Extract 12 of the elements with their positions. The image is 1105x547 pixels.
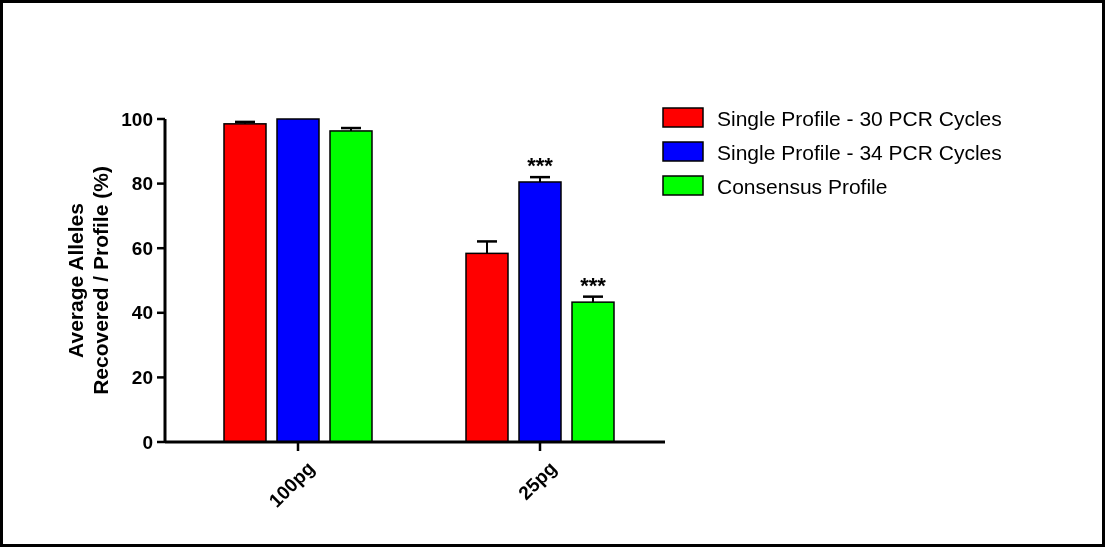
- annotation: ***: [527, 153, 554, 179]
- y-tick-label: 60: [131, 237, 153, 259]
- y-tick-label: 100: [121, 108, 153, 130]
- y-tick-label: 0: [142, 431, 153, 453]
- y-tick-label: 40: [131, 302, 153, 324]
- legend-label: Consensus Profile: [717, 174, 888, 198]
- y-axis-title: Average Alleles Recovered / Profile (%): [64, 166, 112, 395]
- legend-label: Single Profile - 30 PCR Cycles: [717, 106, 1002, 130]
- y-tick-label: 80: [131, 173, 153, 195]
- annotation: ***: [580, 272, 607, 298]
- y-tick-label: 20: [131, 366, 153, 388]
- legend-label: Single Profile - 34 PCR Cycles: [717, 140, 1002, 164]
